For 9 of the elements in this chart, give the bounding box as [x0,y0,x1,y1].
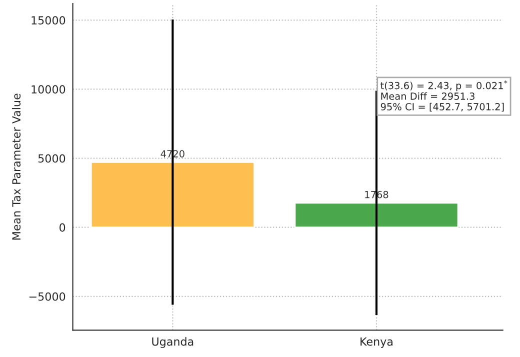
y-tick-label: 15000 [32,16,66,25]
y-tick-label: 10000 [32,85,66,94]
y-tick-label: 0 [60,223,66,232]
x-tick-label: Kenya [360,338,392,348]
x-tick-label: Uganda [152,337,194,348]
y-axis-title: Mean Tax Parameter Value [12,94,21,240]
y-tick-label: −5000 [29,292,66,301]
y-tick-label: 5000 [38,154,66,163]
text: t(33.6) = 2.43, p = 0.021$^{*}$ Mean Diff = 2951.3 95% CI = [452.7, 5701.2] [380,80,508,112]
